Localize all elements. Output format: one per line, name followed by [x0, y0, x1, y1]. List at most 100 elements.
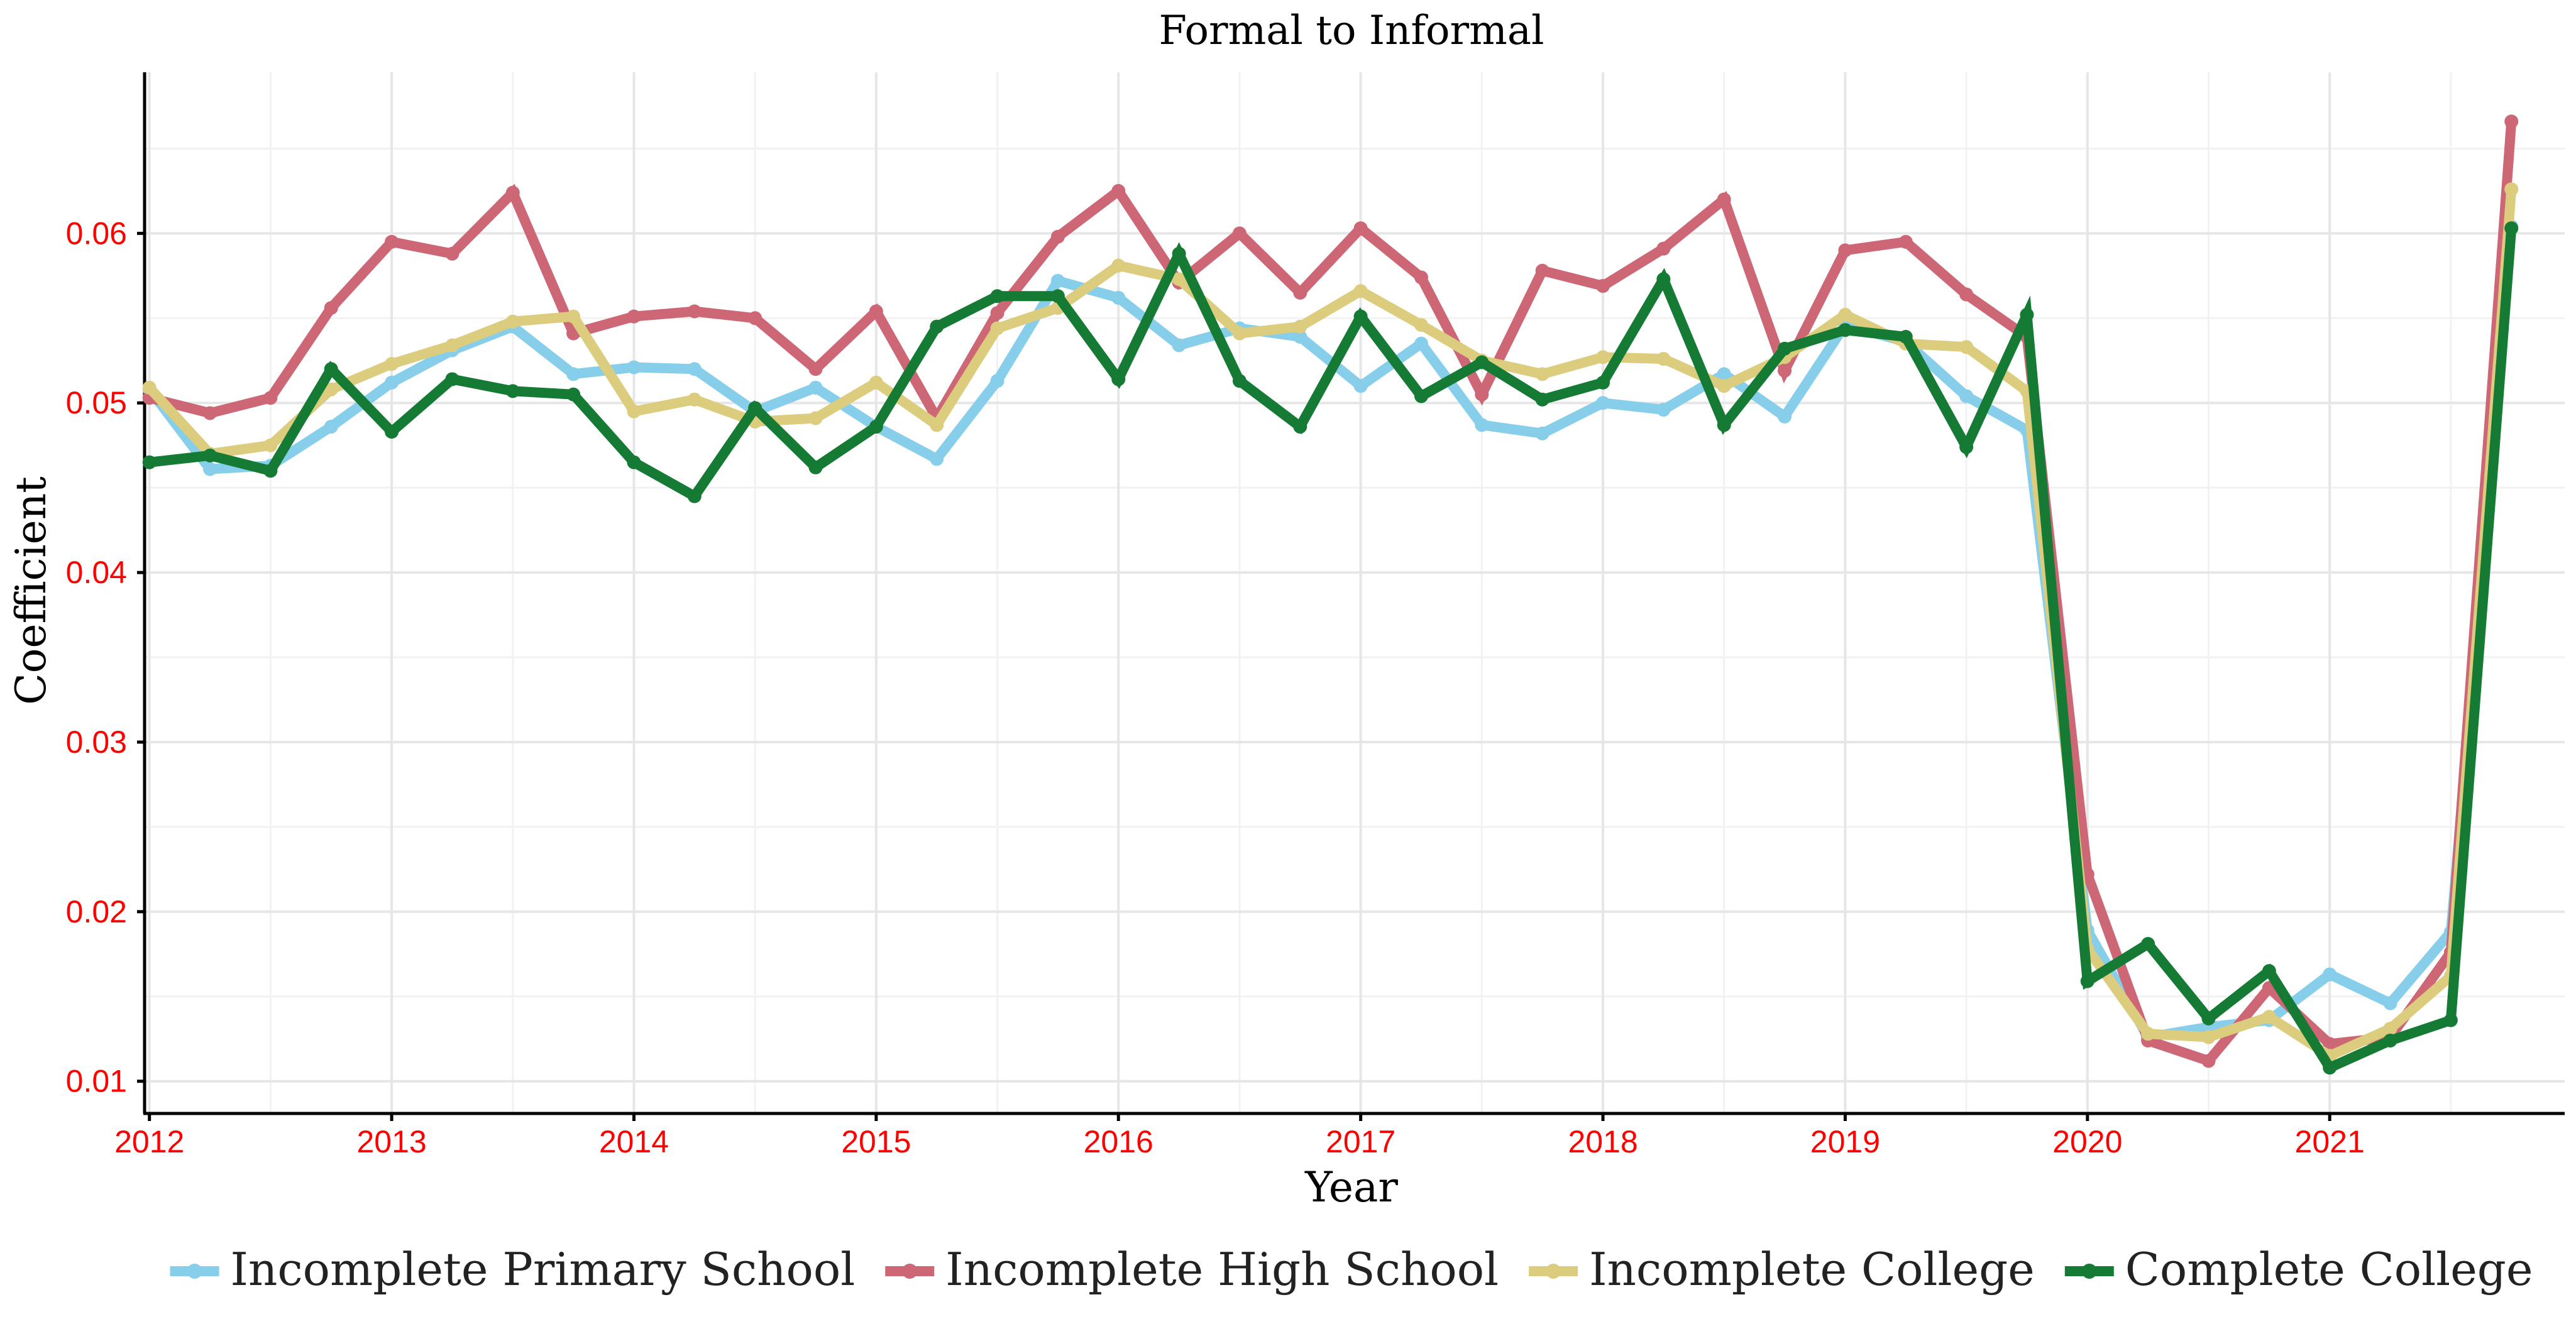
data-point [385, 357, 399, 371]
axes [143, 72, 2565, 1115]
data-point [2201, 1011, 2216, 1025]
data-point [566, 387, 581, 402]
data-point [385, 375, 399, 390]
data-point [1656, 241, 1671, 256]
data-point [627, 309, 641, 324]
data-point [990, 289, 1005, 304]
data-point [1838, 323, 1852, 337]
data-point [1111, 183, 1126, 198]
data-point [1050, 289, 1065, 304]
data-point [1717, 379, 1731, 393]
data-point [1050, 273, 1065, 288]
data-point [263, 391, 278, 405]
data-point [1111, 372, 1126, 386]
data-point [930, 418, 944, 432]
data-point [2383, 1022, 2397, 1036]
data-point [930, 319, 944, 334]
data-point [566, 309, 581, 324]
series-line [148, 121, 2517, 1067]
data-point [505, 314, 520, 329]
data-point [1596, 375, 1610, 390]
y-axis-title: Coefficient [7, 476, 55, 704]
data-point [2141, 937, 2155, 951]
data-point [2504, 221, 2519, 236]
data-point [808, 411, 823, 425]
data-point [1898, 234, 1913, 249]
series-group [142, 221, 2519, 1075]
data-point [627, 360, 641, 375]
data-point [324, 362, 338, 376]
legend-item: Incomplete High School [885, 1243, 1499, 1296]
data-point [1717, 367, 1731, 381]
x-tick-label: 2015 [841, 1124, 911, 1159]
data-point [1475, 387, 1489, 402]
data-point [1717, 418, 1731, 432]
y-tick-label: 0.04 [66, 555, 127, 590]
data-point [324, 301, 338, 315]
data-point [1050, 229, 1065, 244]
data-point [2443, 1013, 2458, 1027]
data-point [203, 448, 217, 462]
data-point [2141, 1027, 2155, 1041]
data-point [1838, 307, 1852, 322]
legend-item: Incomplete Primary School [170, 1243, 856, 1296]
y-tick-label: 0.05 [66, 385, 127, 420]
legend-label: Incomplete Primary School [231, 1243, 856, 1296]
x-tick-label: 2014 [599, 1124, 669, 1159]
data-point [1778, 341, 1792, 356]
data-point [2080, 974, 2094, 988]
x-axis-title: Year [1304, 1163, 1398, 1211]
legend-key-point [1546, 1264, 1561, 1279]
data-point [1535, 367, 1549, 381]
data-point [1475, 355, 1489, 369]
data-point [1172, 246, 1186, 261]
data-point [1656, 352, 1671, 366]
grid [145, 72, 2565, 1113]
data-point [1535, 392, 1549, 407]
data-point [687, 304, 702, 319]
x-tick-label: 2016 [1084, 1124, 1153, 1159]
series [142, 114, 2519, 1075]
data-point [1353, 379, 1368, 393]
data-point [1717, 192, 1731, 207]
data-point [990, 306, 1005, 320]
data-point [1778, 363, 1792, 378]
data-point [1656, 403, 1671, 417]
data-point [869, 304, 883, 319]
legend-key-point [187, 1264, 202, 1279]
x-tick-label: 2018 [1568, 1124, 1638, 1159]
series-line [148, 227, 2517, 1075]
data-point [1172, 272, 1186, 287]
x-tick-label: 2021 [2295, 1124, 2365, 1159]
data-point [1353, 221, 1368, 236]
y-tick-label: 0.01 [66, 1064, 127, 1099]
data-point [1898, 329, 1913, 344]
legend-key-point [2081, 1264, 2097, 1279]
data-point [2504, 182, 2519, 197]
data-point [1111, 290, 1126, 305]
data-point [1232, 226, 1247, 241]
legend-item: Incomplete College [1529, 1243, 2035, 1296]
data-point [445, 338, 460, 353]
data-point [1293, 420, 1307, 434]
legend-label: Complete College [2125, 1243, 2533, 1296]
data-point [627, 404, 641, 418]
data-point [1353, 284, 1368, 298]
data-point [1232, 374, 1247, 388]
data-point [869, 420, 883, 434]
data-point [385, 234, 399, 249]
data-point [385, 425, 399, 439]
data-point [748, 401, 762, 415]
data-point [324, 420, 338, 434]
series-line [145, 189, 2517, 1062]
x-tick-label: 2017 [1326, 1124, 1395, 1159]
data-point [2201, 1054, 2216, 1068]
data-point [1111, 258, 1126, 273]
data-point [263, 464, 278, 478]
data-point [1475, 418, 1489, 432]
series-group [142, 219, 2519, 1044]
data-point [990, 374, 1005, 388]
x-tick-label: 2012 [114, 1124, 184, 1159]
data-point [2383, 996, 2397, 1010]
